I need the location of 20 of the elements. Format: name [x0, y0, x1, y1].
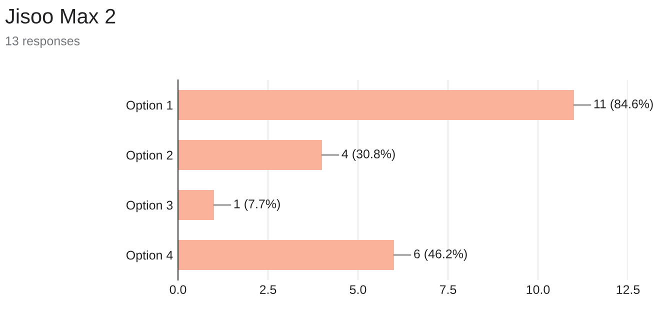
y-tick-label: Option 3	[126, 200, 173, 212]
data-label: 4 (30.8%)	[342, 149, 395, 161]
y-tick-label: Option 1	[126, 100, 173, 112]
y-tick-label: Option 2	[126, 150, 173, 162]
bar	[178, 90, 574, 120]
x-tick-label: 7.5	[440, 285, 456, 294]
x-tick-label: 2.5	[260, 285, 276, 294]
x-tick-label: 12.5	[616, 285, 640, 294]
bar	[178, 240, 394, 270]
y-tick-label: Option 4	[126, 250, 173, 262]
chart-title: Jisoo Max 2	[5, 8, 116, 24]
bar	[178, 190, 214, 220]
data-label: 6 (46.2%)	[414, 249, 467, 261]
data-label: 11 (84.6%)	[594, 99, 653, 111]
x-tick-label: 5.0	[350, 285, 366, 294]
data-label: 1 (7.7%)	[234, 199, 280, 211]
x-tick-label: 0.0	[170, 285, 186, 294]
text: 13 responses	[6, 36, 80, 48]
x-tick-label: 10.0	[526, 285, 550, 294]
bar	[178, 140, 322, 170]
